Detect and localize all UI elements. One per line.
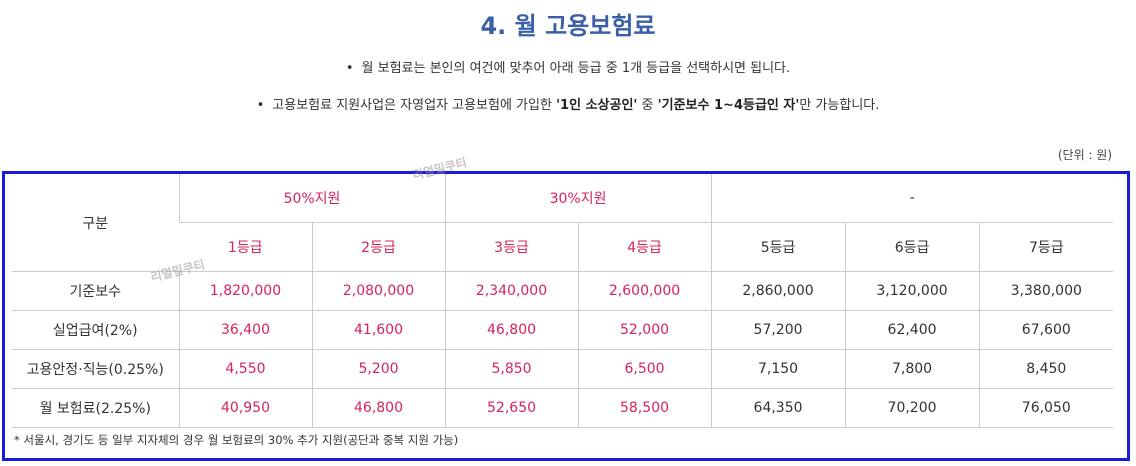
bullet-bold-1: '1인 소상공인' <box>556 98 638 113</box>
table-cell: 4,550 <box>178 349 312 389</box>
footnote: * 서울시, 경기도 등 일부 지자체의 경우 월 보험료의 30% 추가 지원… <box>14 433 459 447</box>
table-cell: 62,400 <box>844 310 980 350</box>
info-bullet-1: • 월 보험료는 본인의 여건에 맞추어 아래 등급 중 1개 등급을 선택하시면… <box>0 57 1136 76</box>
grade-header: 1등급 <box>179 222 312 272</box>
page-title: 4. 월 고용보험료 <box>480 12 656 40</box>
table-cell: 58,500 <box>577 388 712 428</box>
grade-header: 4등급 <box>577 222 712 272</box>
bullet-text-2-post: 만 가능합니다. <box>799 98 880 113</box>
row-label: 월 보험료(2.25%) <box>12 388 179 428</box>
row-label: 고용안정·직능(0.25%) <box>12 349 179 389</box>
table-cell: 67,600 <box>978 310 1114 350</box>
group-header-row: 구분 50%지원 30%지원 - <box>12 174 1114 272</box>
table-cell: 7,800 <box>844 349 980 389</box>
group-header-30: 30%지원 <box>444 174 712 223</box>
table-cell: 5,200 <box>311 349 446 389</box>
table-cell: 6,500 <box>577 349 712 389</box>
table-row: 실업급여(2%) 36,400 41,600 46,800 52,000 57,… <box>12 310 1114 350</box>
table-cell: 70,200 <box>844 388 980 428</box>
row-label: 실업급여(2%) <box>12 310 179 350</box>
grade-header: 3등급 <box>444 222 579 272</box>
grade-header: 2등급 <box>311 222 446 272</box>
table-cell: 64,350 <box>710 388 846 428</box>
bullet-text-2-mid: 중 <box>637 98 658 113</box>
table-cell: 1,820,000 <box>178 271 312 311</box>
table-cell: 46,800 <box>444 310 579 350</box>
row-label: 기준보수 <box>12 271 179 311</box>
table-cell: 7,150 <box>710 349 846 389</box>
table-row: 기준보수 1,820,000 2,080,000 2,340,000 2,600… <box>12 271 1114 311</box>
table-cell: 57,200 <box>710 310 846 350</box>
grade-header: 6등급 <box>844 222 980 272</box>
table-cell: 76,050 <box>978 388 1114 428</box>
table-row: 월 보험료(2.25%) 40,950 46,800 52,650 58,500… <box>12 388 1114 428</box>
bullet-dot: • <box>256 98 265 113</box>
table-cell: 52,000 <box>577 310 712 350</box>
table-row: 고용안정·직능(0.25%) 4,550 5,200 5,850 6,500 7… <box>12 349 1114 389</box>
table-cell: 2,340,000 <box>444 271 579 311</box>
grade-header-row: 1등급 2등급 3등급 4등급 5등급 6등급 7등급 <box>12 222 1114 272</box>
group-header-none: - <box>710 174 1114 223</box>
table-cell: 52,650 <box>444 388 579 428</box>
table-cell: 2,600,000 <box>577 271 712 311</box>
corner-header: 구분 <box>12 174 179 272</box>
table-cell: 5,850 <box>444 349 579 389</box>
table-cell: 3,120,000 <box>844 271 980 311</box>
table-cell: 36,400 <box>178 310 312 350</box>
insurance-table: 구분 50%지원 30%지원 - 1등급 2등급 3등급 4등급 5등급 6등급… <box>12 174 1114 428</box>
info-bullet-2: • 고용보험료 지원사업은 자영업자 고용보험에 가입한 '1인 소상공인' 중 … <box>0 94 1136 113</box>
bullet-bold-2: '기준보수 1~4등급인 자' <box>657 98 800 113</box>
table-cell: 3,380,000 <box>978 271 1114 311</box>
table-cell: 8,450 <box>978 349 1114 389</box>
table-cell: 2,860,000 <box>710 271 846 311</box>
table-cell: 41,600 <box>311 310 446 350</box>
bullet-dot: • <box>345 61 354 76</box>
table-highlight-frame <box>2 171 1130 461</box>
grade-header: 5등급 <box>710 222 846 272</box>
table-cell: 2,080,000 <box>311 271 446 311</box>
grade-header: 7등급 <box>978 222 1114 272</box>
group-header-50: 50%지원 <box>178 174 446 223</box>
unit-label: (단위 : 원) <box>1057 148 1112 162</box>
bullet-text-2-pre: 고용보험료 지원사업은 자영업자 고용보험에 가입한 <box>272 98 557 113</box>
bullet-text-1: 월 보험료는 본인의 여건에 맞추어 아래 등급 중 1개 등급을 선택하시면 … <box>361 61 791 76</box>
table-cell: 40,950 <box>178 388 312 428</box>
table-cell: 46,800 <box>311 388 446 428</box>
